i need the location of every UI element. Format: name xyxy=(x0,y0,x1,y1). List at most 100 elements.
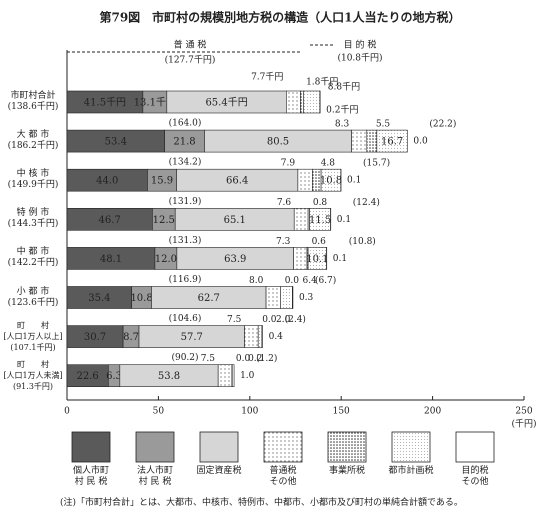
value-label: 10.1 xyxy=(306,254,328,265)
purpose-total: (12.4) xyxy=(353,197,380,208)
purpose-total: (6.7) xyxy=(315,275,336,286)
bar-segment xyxy=(217,364,233,388)
value-label: 10.8 xyxy=(130,293,152,304)
bar-segment xyxy=(293,247,308,270)
value-label: 0.1 xyxy=(347,176,361,186)
value-label: 22.6 xyxy=(77,371,99,382)
value-label: 7.5 xyxy=(201,354,216,364)
value-label: 0.0 xyxy=(413,137,428,147)
value-label: 6.3 xyxy=(106,371,122,382)
bar-segment xyxy=(351,129,368,153)
value-label: 12.0 xyxy=(155,254,177,265)
value-label: 21.8 xyxy=(173,137,195,148)
category-label: 中 核 市 (149.9千円) xyxy=(7,169,59,191)
value-label: 7.3 xyxy=(276,237,291,247)
normal-total: (104.6) xyxy=(169,313,202,324)
purpose-total: (10.8) xyxy=(349,236,376,247)
value-label: 10.8 xyxy=(320,176,342,187)
category-label: 大 都 市 (186.2千円) xyxy=(7,130,59,152)
header-normal: 普 通 税 xyxy=(174,39,207,51)
legend-swatch xyxy=(135,431,175,463)
note: (注)「市町村合計」とは、大都市、中核市、特例市、中都市、小都市及び町村の単純合… xyxy=(60,498,463,508)
x-tick-label: 50 xyxy=(153,407,165,417)
value-label: 44.0 xyxy=(96,176,118,187)
chart-title: 第79図 市町村の規模別地方税の構造（人口1人当たりの地方税） xyxy=(99,10,460,25)
value-label: 65.1 xyxy=(224,215,246,226)
normal-total: (134.2) xyxy=(169,157,202,168)
value-label: 15.9 xyxy=(151,176,173,187)
value-label: 48.1 xyxy=(100,254,122,265)
value-label: 2.0 xyxy=(276,315,291,325)
value-label: 7.7千円 xyxy=(251,72,283,83)
value-label: 4.8 xyxy=(321,159,336,169)
bar-segment xyxy=(292,286,294,309)
value-label: 0.1 xyxy=(333,254,347,264)
value-label: 0.2 xyxy=(248,354,262,364)
x-tick-label: 250 xyxy=(515,407,532,417)
x-tick-label: 100 xyxy=(241,407,258,417)
value-label: 1.0 xyxy=(240,371,255,381)
legend-swatch xyxy=(71,431,111,463)
bar-segment xyxy=(366,129,378,153)
legend-label: 目的税 その他 xyxy=(461,466,489,487)
legend-swatch xyxy=(263,431,303,463)
legend-label: 普通税 その他 xyxy=(269,466,297,487)
legend-label: 法人市町 村 民 税 xyxy=(136,466,173,487)
value-label: 63.9 xyxy=(224,254,246,265)
value-label: 41.5千円 xyxy=(84,97,126,109)
legend-label: 事業所税 xyxy=(328,466,365,476)
value-label: 7.6 xyxy=(277,198,292,208)
normal-total: (131.9) xyxy=(169,196,202,207)
value-label: 62.7 xyxy=(198,293,220,304)
x-tick-label: 0 xyxy=(64,407,70,417)
value-label: 30.7 xyxy=(84,332,106,343)
bar-segment xyxy=(265,286,281,309)
value-label: 12.5 xyxy=(153,215,175,226)
header-normal-total: (127.7千円) xyxy=(165,55,216,66)
value-label: 35.4 xyxy=(88,293,110,304)
category-label: 特 例 市 (144.3千円) xyxy=(7,208,59,230)
category-label: 小 都 市 (123.6千円) xyxy=(7,286,59,308)
value-label: 57.7 xyxy=(181,332,203,343)
bar-segment xyxy=(231,364,235,388)
value-label: 11.5 xyxy=(309,215,331,226)
bar-segment xyxy=(280,286,293,309)
category-label: 市町村合計 (138.6千円) xyxy=(7,91,59,112)
normal-total: (90.2) xyxy=(171,352,198,363)
value-label: 66.4 xyxy=(226,176,248,187)
bar-segment xyxy=(244,325,259,348)
header-purpose: 目 的 税 xyxy=(344,39,377,51)
value-label: 1.8千円 xyxy=(306,77,338,88)
value-label: 8.8千円 xyxy=(328,82,360,93)
bar-segment xyxy=(257,325,263,348)
value-label: 0.0 xyxy=(236,354,251,364)
header-purpose-total: (10.8千円) xyxy=(337,53,382,64)
x-unit: (千円) xyxy=(511,419,536,430)
bar-segment xyxy=(297,168,313,192)
value-label: 80.5 xyxy=(267,137,289,148)
value-label: 5.5 xyxy=(376,120,391,130)
value-label: 13.1千円 xyxy=(134,97,176,109)
normal-total: (116.9) xyxy=(169,274,202,285)
value-label: 0.0 xyxy=(285,276,300,286)
value-label: 0.4 xyxy=(269,332,284,342)
legend-swatch xyxy=(455,431,495,463)
purpose-total: (15.7) xyxy=(363,158,390,169)
bar-segment xyxy=(293,208,309,231)
legend-swatch xyxy=(327,431,367,463)
value-label: 8.7 xyxy=(123,332,139,343)
category-label: 町 村 [人口1万人以上] (107.1千円) xyxy=(3,320,63,352)
value-label: 8.0 xyxy=(249,276,264,286)
value-label: 0.3 xyxy=(299,293,314,303)
value-label: 16.7 xyxy=(381,137,403,148)
legend-swatch xyxy=(391,431,431,463)
value-label: 53.8 xyxy=(158,371,180,382)
normal-total: (164.0) xyxy=(169,118,202,129)
value-label: 0.0 xyxy=(262,315,277,325)
bar-segment xyxy=(303,90,321,114)
purpose-total: (2.4) xyxy=(285,314,306,325)
value-label: 0.1 xyxy=(337,215,351,225)
value-label: 53.4 xyxy=(105,137,127,148)
legend-label: 固定資産税 xyxy=(196,466,242,476)
value-label: 7.5 xyxy=(227,315,242,325)
